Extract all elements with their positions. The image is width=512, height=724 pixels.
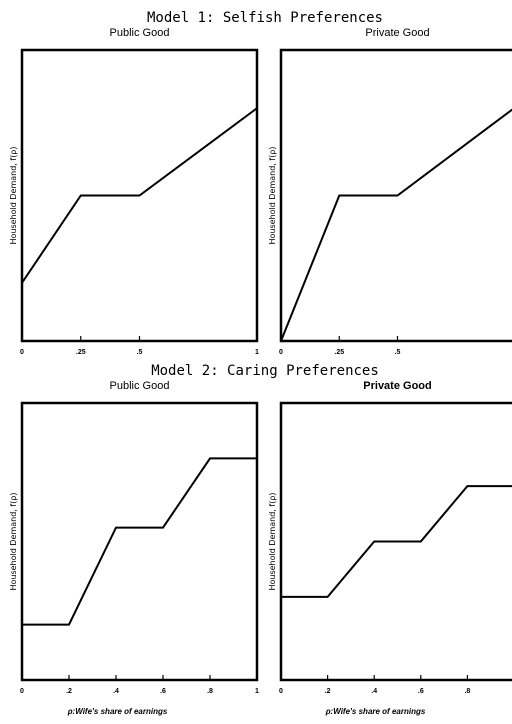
x-tick-label: .5 (395, 349, 401, 356)
y-axis-label: Household Demand, f(ρ) (268, 146, 277, 244)
x-axis-label: ρ:Wife's share of earnings (325, 707, 426, 716)
x-tick-label: .2 (66, 688, 72, 695)
panel-title: Public Good (110, 27, 170, 39)
y-axis-label: Household Demand, f(ρ) (9, 492, 18, 590)
x-tick-label: .25 (334, 349, 344, 356)
x-tick-label: .2 (325, 688, 331, 695)
panel-1: Public Good Household Demand, f(ρ) 0 .25 .5 1 (9, 27, 259, 356)
demand-line (281, 485, 512, 598)
x-tick-label: 1 (255, 349, 259, 356)
x-tick-label: .6 (418, 688, 424, 695)
x-tick-label: .25 (76, 349, 86, 356)
panel-2: Private Good Household Demand, f(ρ) 0 .25 .5 (268, 27, 512, 356)
plot-frame (279, 401, 512, 682)
panel-4: Private Good Household Demand, f(ρ) 0 .2 .4.… (268, 380, 512, 716)
x-tick-label: 1 (255, 688, 259, 695)
panel-title: Public Good (110, 380, 170, 392)
panel-title: Private Good (365, 27, 429, 39)
x-tick-label: .4 (371, 688, 377, 695)
demand-line (21, 107, 258, 284)
demand-line (280, 108, 512, 342)
x-tick-label: 0 (279, 349, 283, 356)
model-1-title: Model 1: Selfish Preferences (147, 10, 383, 26)
x-tick-label: 0 (20, 688, 24, 695)
model-2-title: Model 2: Caring Preferences (151, 363, 379, 379)
x-tick-label: .5 (137, 349, 143, 356)
x-tick-label: 0 (279, 688, 283, 695)
demand-line (22, 457, 257, 626)
plot-frame (20, 401, 259, 682)
y-axis-label: Household Demand, f(ρ) (268, 492, 277, 590)
y-axis-label: Household Demand, f(ρ) (9, 146, 18, 244)
x-tick-label: .6 (160, 688, 166, 695)
x-tick-label: .8 (207, 688, 213, 695)
x-tick-label: 0 (20, 349, 24, 356)
panel-title: Private Good (363, 380, 431, 392)
x-tick-label: .8 (464, 688, 470, 695)
panel-3: Public Good Household Demand, f(ρ) 0 .2 .4 .6… (9, 380, 259, 716)
x-axis-label: ρ:Wife's share of earnings (67, 707, 168, 716)
x-tick-label: .4 (113, 688, 119, 695)
